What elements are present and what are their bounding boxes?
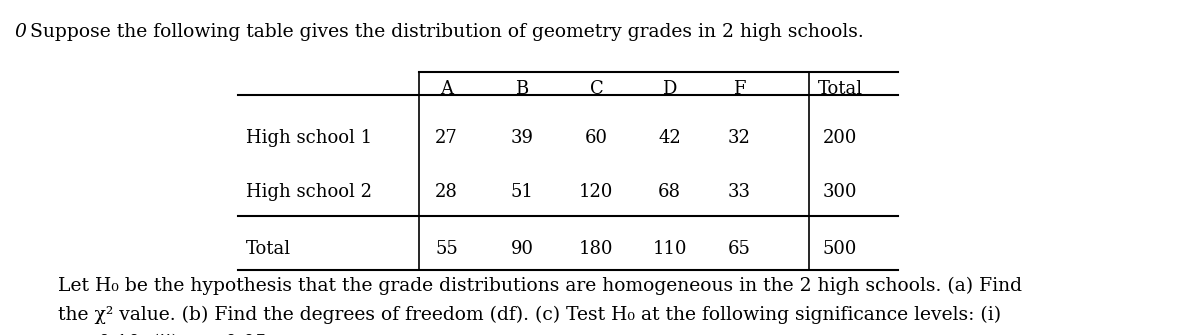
Text: 120: 120 xyxy=(580,183,613,201)
Text: 27: 27 xyxy=(436,129,457,147)
Text: 51: 51 xyxy=(510,183,534,201)
Text: High school 2: High school 2 xyxy=(246,183,372,201)
Text: F: F xyxy=(733,80,745,98)
Text: the χ² value. (b) Find the degrees of freedom (df). (c) Test H₀ at the following: the χ² value. (b) Find the degrees of fr… xyxy=(58,306,1001,324)
Text: C: C xyxy=(589,80,604,98)
Text: 39: 39 xyxy=(510,129,534,147)
Text: 200: 200 xyxy=(823,129,857,147)
Text: Total: Total xyxy=(246,240,292,258)
Text: 28: 28 xyxy=(434,183,458,201)
Text: 65: 65 xyxy=(727,240,751,258)
Text: 300: 300 xyxy=(823,183,857,201)
Text: Let H₀ be the hypothesis that the grade distributions are homogeneous in the 2 h: Let H₀ be the hypothesis that the grade … xyxy=(58,276,1021,294)
Text: 500: 500 xyxy=(823,240,857,258)
Text: 33: 33 xyxy=(727,183,751,201)
Text: B: B xyxy=(515,80,529,98)
Text: α = 0.10. (ii) α = 0.05.: α = 0.10. (ii) α = 0.05. xyxy=(58,334,272,335)
Text: 60: 60 xyxy=(584,129,608,147)
Text: A: A xyxy=(440,80,452,98)
Text: 55: 55 xyxy=(436,240,457,258)
Text: Suppose the following table gives the distribution of geometry grades in 2 high : Suppose the following table gives the di… xyxy=(30,23,864,42)
Text: 110: 110 xyxy=(653,240,686,258)
Text: D: D xyxy=(662,80,677,98)
Text: 90: 90 xyxy=(510,240,534,258)
Text: 68: 68 xyxy=(658,183,682,201)
Text: 32: 32 xyxy=(727,129,751,147)
Text: 42: 42 xyxy=(659,129,680,147)
Text: 180: 180 xyxy=(580,240,613,258)
Text: 0: 0 xyxy=(14,23,26,42)
Text: High school 1: High school 1 xyxy=(246,129,372,147)
Text: Total: Total xyxy=(817,80,863,98)
